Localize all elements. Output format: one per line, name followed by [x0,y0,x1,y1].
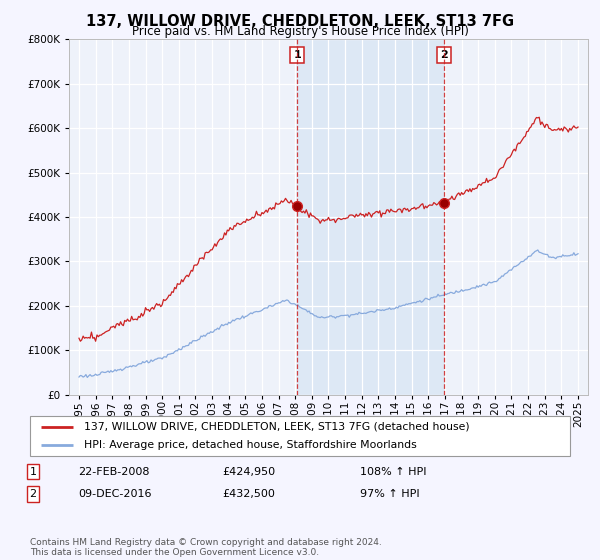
Bar [297,39,443,395]
Text: 137, WILLOW DRIVE, CHEDDLETON, LEEK, ST13 7FG (detached house): 137, WILLOW DRIVE, CHEDDLETON, LEEK, ST1… [84,422,470,432]
Text: 2: 2 [29,489,37,499]
Text: Price paid vs. HM Land Registry's House Price Index (HPI): Price paid vs. HM Land Registry's House … [131,25,469,38]
Text: 97% ↑ HPI: 97% ↑ HPI [360,489,419,499]
Text: 108% ↑ HPI: 108% ↑ HPI [360,466,427,477]
Text: HPI: Average price, detached house, Staffordshire Moorlands: HPI: Average price, detached house, Staf… [84,440,417,450]
Text: 09-DEC-2016: 09-DEC-2016 [78,489,151,499]
Text: 1: 1 [293,50,301,60]
Text: Contains HM Land Registry data © Crown copyright and database right 2024.
This d: Contains HM Land Registry data © Crown c… [30,538,382,557]
Text: 137, WILLOW DRIVE, CHEDDLETON, LEEK, ST13 7FG: 137, WILLOW DRIVE, CHEDDLETON, LEEK, ST1… [86,14,514,29]
Text: 2: 2 [440,50,448,60]
Text: £424,950: £424,950 [222,466,275,477]
Text: 1: 1 [29,466,37,477]
Text: £432,500: £432,500 [222,489,275,499]
FancyBboxPatch shape [30,416,570,456]
Text: 22-FEB-2008: 22-FEB-2008 [78,466,149,477]
